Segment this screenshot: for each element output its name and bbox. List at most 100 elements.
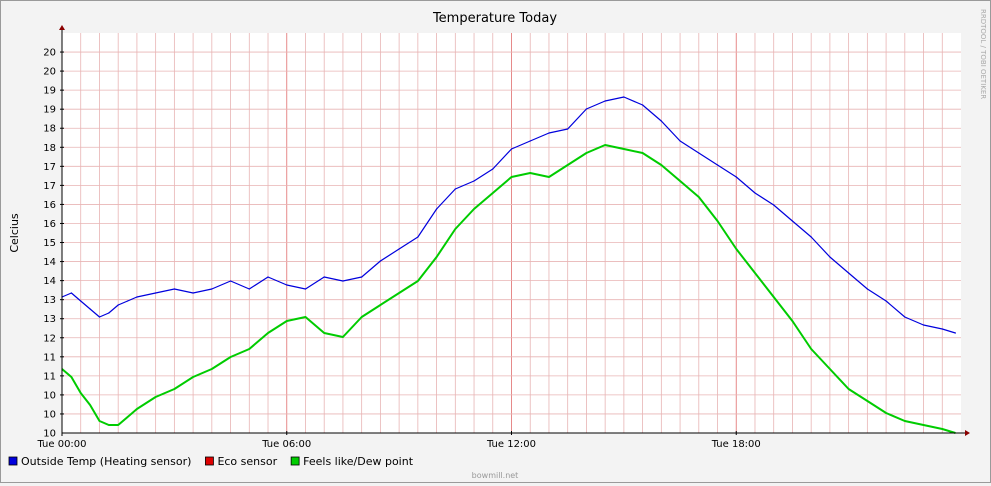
y-axis-arrow — [59, 25, 65, 30]
data-point — [173, 388, 175, 390]
y-tick-label: 20 — [43, 67, 56, 78]
y-tick-label: 13 — [43, 295, 56, 306]
legend-swatch — [205, 456, 214, 466]
legend-label: Outside Temp (Heating sensor) — [21, 455, 191, 468]
data-point — [436, 256, 438, 258]
data-point — [735, 176, 737, 178]
y-tick-label: 11 — [43, 352, 56, 363]
y-tick-label: 17 — [43, 162, 56, 173]
data-point — [417, 280, 419, 282]
y-tick-label: 19 — [43, 86, 56, 97]
data-point — [286, 320, 288, 322]
data-point — [323, 276, 325, 278]
data-point — [679, 180, 681, 182]
data-point — [791, 220, 794, 222]
legend-label: Feels like/Dew point — [303, 455, 414, 468]
y-tick-label: 16 — [43, 219, 56, 230]
axes — [59, 25, 970, 436]
data-point — [89, 404, 91, 406]
y-tick-label: 20 — [43, 48, 56, 59]
data-point — [642, 104, 644, 106]
data-point — [304, 288, 307, 290]
data-point — [735, 248, 737, 250]
y-tick-label: 12 — [43, 333, 56, 344]
y-tick-label: 11 — [43, 371, 56, 382]
data-point — [660, 164, 662, 166]
y-tick-label: 18 — [43, 143, 56, 154]
data-point — [623, 148, 625, 150]
y-tick-label: 10 — [43, 409, 56, 420]
data-point — [80, 392, 82, 394]
data-point — [230, 356, 232, 358]
data-point — [155, 396, 157, 398]
data-point — [660, 120, 662, 122]
data-point — [904, 420, 906, 422]
data-point — [829, 256, 831, 258]
data-point — [922, 324, 925, 326]
data-point — [98, 316, 101, 318]
data-point — [866, 288, 869, 290]
data-point — [361, 276, 363, 278]
data-point — [323, 332, 325, 334]
data-point — [698, 196, 700, 198]
data-point — [885, 300, 887, 302]
x-tick-label: Tue 06:00 — [261, 439, 311, 450]
data-point — [904, 316, 906, 318]
x-axis-arrow — [965, 430, 970, 436]
data-point — [679, 140, 681, 142]
y-tick-label: 10 — [43, 429, 56, 440]
data-point — [492, 168, 494, 170]
data-point — [885, 412, 887, 414]
data-point — [127, 300, 129, 302]
data-point — [127, 416, 129, 418]
data-point — [510, 148, 513, 150]
data-point — [70, 292, 72, 294]
y-tick-label: 13 — [43, 314, 56, 325]
data-point — [108, 424, 110, 426]
data-point — [941, 428, 943, 430]
series-layer — [61, 96, 957, 434]
data-point — [136, 296, 138, 298]
data-point — [698, 152, 700, 154]
data-point — [848, 388, 850, 390]
footer-text: bowmill.net — [472, 471, 519, 480]
data-point — [791, 320, 794, 322]
data-point — [89, 308, 91, 310]
data-point — [398, 248, 400, 250]
data-point — [379, 260, 381, 262]
data-point — [642, 152, 644, 154]
y-tick-label: 14 — [43, 257, 56, 268]
data-point — [342, 280, 344, 282]
data-point — [192, 376, 194, 378]
data-point — [510, 176, 513, 178]
data-point — [954, 332, 957, 334]
data-point — [473, 208, 475, 210]
data-point — [623, 96, 625, 98]
data-point — [379, 304, 381, 306]
y-tick-label: 14 — [43, 276, 56, 287]
data-point — [173, 288, 175, 290]
data-point — [492, 192, 494, 194]
data-point — [417, 236, 419, 238]
data-point — [754, 272, 756, 274]
data-point — [585, 152, 588, 154]
data-point — [773, 296, 775, 298]
data-point — [117, 424, 119, 426]
chart-title: Temperature Today — [432, 11, 557, 26]
data-point — [98, 420, 101, 422]
tick-labels: 10 10 11 11 12 13 13 14 14 15 16 16 17 17 18 18 19 19 20 20… — [36, 48, 760, 450]
y-axis-label: Celcius — [8, 213, 21, 253]
legend-swatch — [290, 456, 300, 466]
data-point — [529, 172, 531, 174]
legend-label: Eco sensor — [217, 455, 277, 468]
data-point — [267, 276, 269, 278]
data-point — [230, 280, 232, 282]
x-tick-label: Tue 00:00 — [36, 439, 86, 450]
data-point — [848, 272, 850, 274]
data-point — [548, 132, 550, 134]
data-point — [108, 312, 110, 314]
data-point — [866, 400, 869, 402]
y-tick-label: 15 — [43, 238, 56, 249]
